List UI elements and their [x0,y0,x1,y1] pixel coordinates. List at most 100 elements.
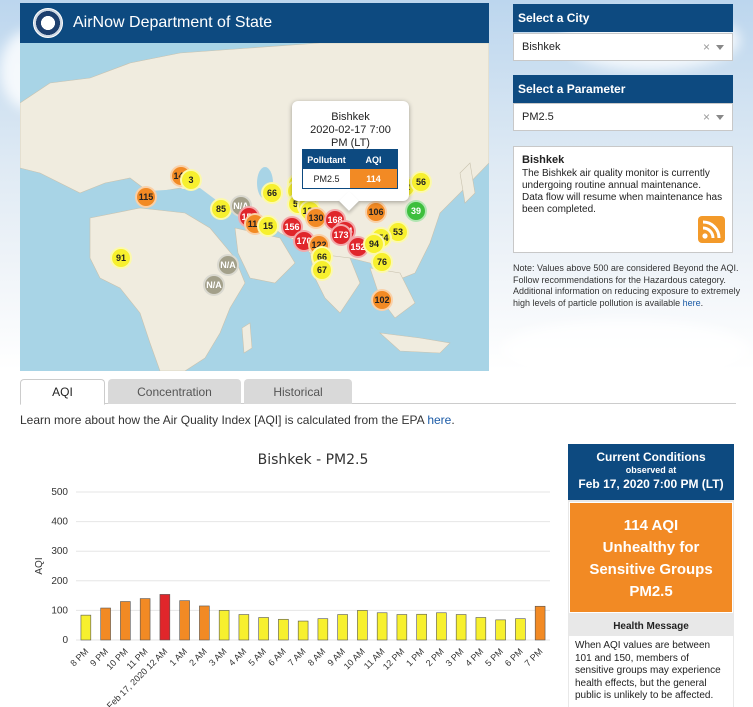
chart-bar [100,607,111,641]
y-tick-label: 500 [51,487,68,498]
map-marker[interactable]: 56 [410,171,432,193]
city-select[interactable]: Bishkek × [513,33,733,61]
x-tick-label: 7 PM [523,646,545,668]
chart-bar [317,618,329,641]
site-info-title: Bishkek [522,154,565,166]
map-marker[interactable]: 66 [261,182,283,204]
chevron-down-icon[interactable] [716,45,724,50]
current-conditions-observed: observed at [625,465,677,475]
tab-historical[interactable]: Historical [244,379,352,404]
map-marker[interactable]: 106 [365,201,387,223]
parameter-select-value: PM2.5 [522,111,554,123]
chart-bar [376,612,388,641]
x-tick-label: 8 AM [306,646,328,668]
site-info-text: The Bishkek air quality monitor is curre… [522,168,723,215]
map-marker[interactable]: N/A [217,254,239,276]
popup-city: Bishkek [331,111,370,123]
aqi-note-text: Note: Values above 500 are considered Be… [513,263,741,308]
aqi-chart: Bishkek - PM2.5 0 100 200 300 400 500 AQI 8 PM 9 … [20,440,565,707]
chart-bar [238,614,250,641]
chart-bar [179,600,190,641]
world-map[interactable]: 151 142 3 115 84 105 66 80 52 56 85 N/A … [20,43,489,371]
popup-col-pollutant: Pollutant [303,150,350,169]
y-axis-label: AQI [34,557,45,574]
tab-concentration[interactable]: Concentration [108,379,241,404]
city-select-value: Bishkek [522,41,561,53]
map-marker[interactable]: 3 [180,169,202,191]
map-marker[interactable]: 15 [257,215,279,237]
chevron-down-icon[interactable] [716,115,724,120]
clear-icon[interactable]: × [702,40,710,54]
health-message-title: Health Message [613,621,689,632]
chart-bar [416,613,427,641]
parameter-select-header: Select a Parameter [513,75,733,103]
chart-bar [357,610,368,641]
map-marker[interactable]: 91 [110,247,132,269]
x-tick-label: 4 PM [463,646,485,668]
site-info-box: Bishkek The Bishkek air quality monitor … [513,146,733,253]
x-tick-label: 12 PM [381,646,406,671]
x-tick-label: 10 PM [104,646,129,671]
popup-aqi: 114 [350,169,397,188]
app-title: AirNow Department of State [73,14,273,31]
chart-bar [396,614,408,641]
x-tick-label: 2 AM [187,646,209,668]
chart-bar [475,617,487,641]
parameter-select[interactable]: PM2.5 × [513,103,733,131]
map-marker[interactable]: 173 [330,224,352,246]
map-marker[interactable]: N/A [203,274,225,296]
map-marker[interactable]: 115 [135,186,157,208]
chart-bar [515,618,526,641]
x-tick-label: 1 PM [404,646,426,668]
chart-bar [337,614,348,641]
learn-more-end: . [451,413,455,427]
chart-bar [534,605,546,641]
current-conditions-panel: Current Conditions observed at Feb 17, 2… [568,444,734,707]
tab-aqi[interactable]: AQI [20,379,105,405]
map-marker[interactable]: 85 [210,198,232,220]
y-tick-label: 0 [62,635,68,646]
cloud [500,320,750,380]
y-tick-label: 300 [51,546,68,557]
rss-feed-icon[interactable] [698,216,725,243]
x-tick-label: 2 PM [424,646,446,668]
x-tick-label: 7 AM [286,646,308,668]
learn-more: Learn more about how the Air Quality Ind… [20,413,455,427]
x-tick-label: 5 AM [246,646,268,668]
aqi-note-end: . [700,297,704,308]
map-marker[interactable]: 67 [311,259,333,281]
chart-bar [297,620,309,641]
x-tick-label: 3 PM [444,646,466,668]
aqi-note: Note: Values above 500 are considered Be… [513,263,741,309]
popup-table: Pollutant AQI PM2.5 114 [302,149,398,189]
x-tick-label: 5 PM [483,646,505,668]
chart-tabs: AQI Concentration Historical [20,379,736,405]
current-aqi-box: 114 AQI Unhealthy for Sensitive Groups P… [569,502,733,613]
learn-more-link[interactable]: here [427,413,452,427]
chart-bar [258,617,269,641]
x-tick-label: 8 PM [68,646,90,668]
chart-bar [218,610,230,641]
aqi-note-link[interactable]: here [682,297,701,308]
learn-more-text: Learn more about how the Air Quality Ind… [20,413,428,427]
current-aqi-value: 114 AQI [623,517,679,534]
state-department-seal-icon [33,8,63,38]
map-marker[interactable]: 39 [405,200,427,222]
chart-bar [139,598,151,641]
x-tick-label: 10 AM [342,646,367,671]
chart-bar [436,612,447,641]
current-aqi-parameter: PM2.5 [629,583,673,600]
chart-bar [120,601,131,641]
popup-table-header: Pollutant AQI [303,150,397,169]
popup-datetime: 2020-02-17 7:00 [310,124,391,136]
chart-title: Bishkek - PM2.5 [258,452,369,468]
clear-icon[interactable]: × [702,110,710,124]
chart-bar [80,614,92,641]
city-select-header: Select a City [513,4,733,32]
map-marker[interactable]: 102 [371,289,393,311]
x-tick-label: 6 PM [503,646,525,668]
y-tick-label: 200 [51,576,68,587]
popup-col-aqi: AQI [350,150,397,169]
map-marker[interactable]: 76 [371,251,393,273]
